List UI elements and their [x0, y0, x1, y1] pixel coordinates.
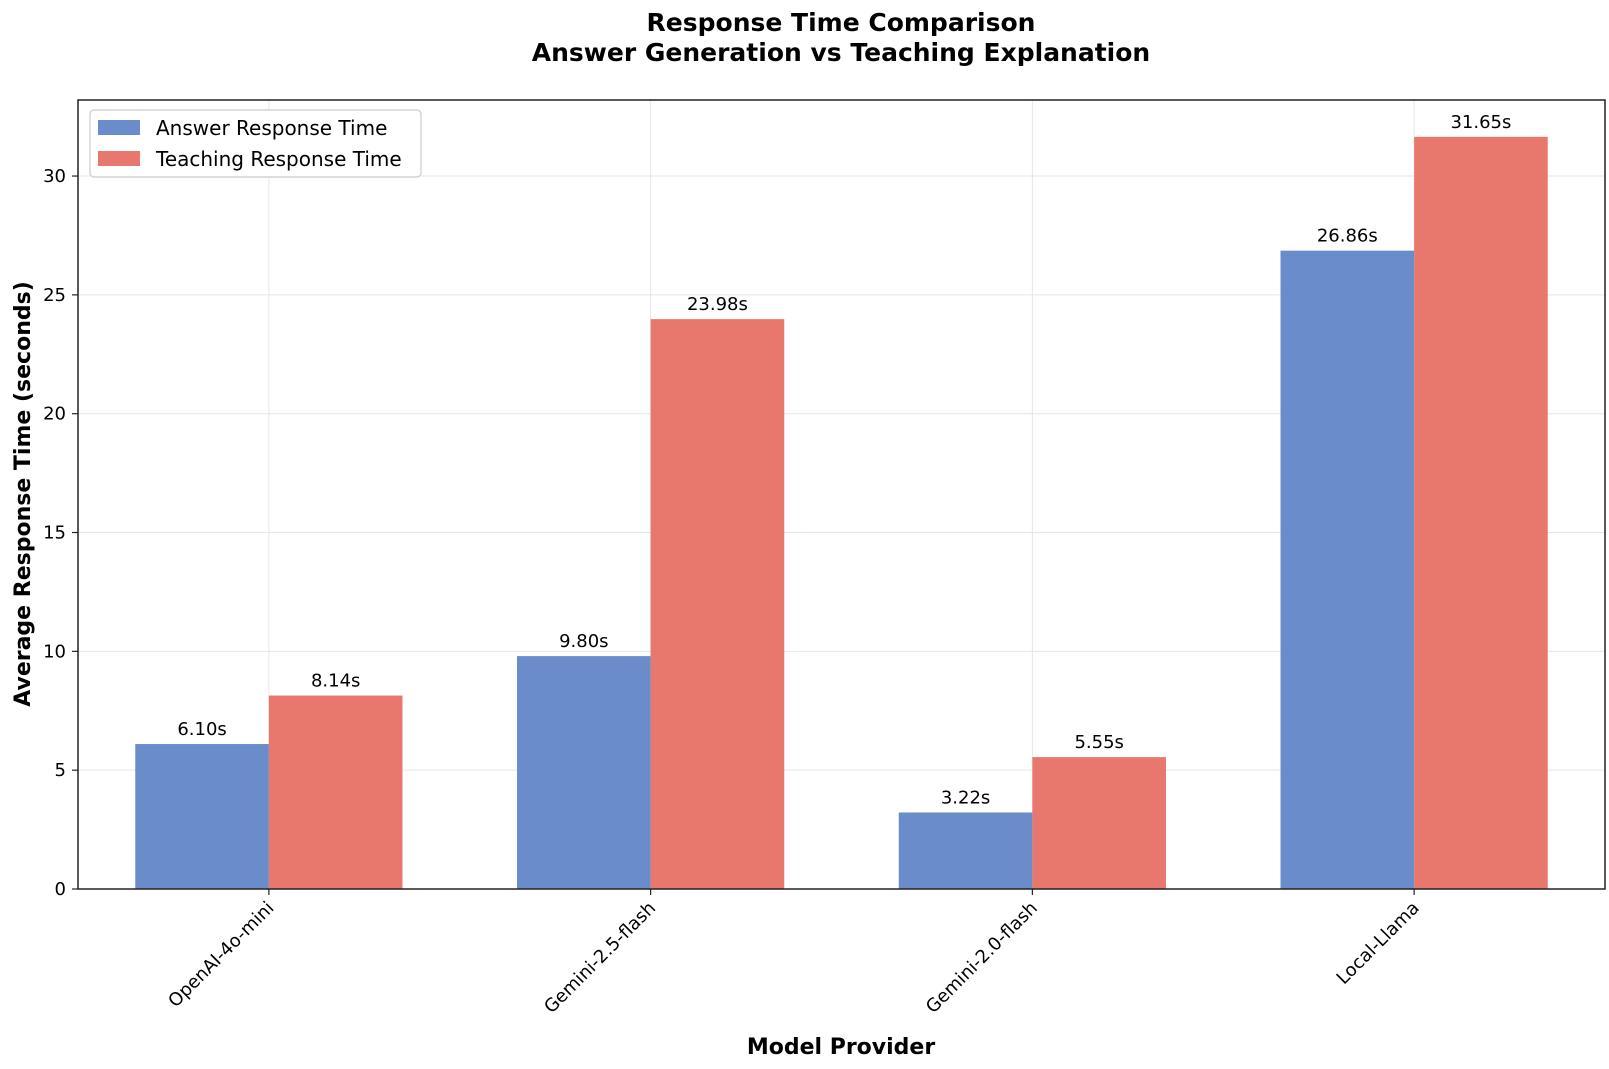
- chart-subtitle: Answer Generation vs Teaching Explanatio…: [532, 38, 1150, 67]
- legend-swatch-teaching: [98, 151, 140, 166]
- data-labels: 6.10s 9.80s 3.22s 26.86s 8.14s 23.98s 5.55s 31.…: [177, 112, 1511, 809]
- plot-frame: [77, 99, 1606, 890]
- data-label-teaching-response-time-local-llama: 31.65s: [1450, 112, 1511, 133]
- bar-teaching-response-time-gemini-2-0-flash: [1032, 757, 1166, 889]
- x-axis-ticks: OpenAI-4o-mini Gemini-2.5-flash Gemini-2.0…: [164, 889, 1424, 1018]
- legend: Answer Response Time Teaching Response T…: [89, 109, 422, 178]
- x-tick-label-gemini-2-0-flash: Gemini-2.0-flash: [922, 898, 1042, 1018]
- y-tick-label: 15: [43, 523, 66, 544]
- bar-answer-response-time-openai-4o-mini: [135, 744, 269, 889]
- y-axis-ticks: 0 5 10 15 20 25 30: [43, 166, 78, 900]
- legend-label-teaching: Teaching Response Time: [155, 147, 402, 171]
- y-tick-label: 25: [43, 285, 66, 306]
- data-label-answer-response-time-gemini-2-0-flash: 3.22s: [941, 787, 990, 808]
- y-tick-label: 5: [55, 760, 66, 781]
- x-tick-label-local-llama: Local-Llama: [1333, 898, 1424, 989]
- bar-teaching-response-time-gemini-2-5-flash: [650, 319, 785, 889]
- data-label-teaching-response-time-gemini-2-0-flash: 5.55s: [1074, 732, 1123, 753]
- bar-answer-response-time-gemini-2-0-flash: [898, 812, 1033, 889]
- data-label-answer-response-time-gemini-2-5-flash: 9.80s: [559, 631, 608, 652]
- data-label-teaching-response-time-openai-4o-mini: 8.14s: [311, 671, 360, 692]
- bar-answer-response-time-gemini-2-5-flash: [517, 656, 651, 889]
- x-tick-label-gemini-2-5-flash: Gemini-2.5-flash: [540, 898, 660, 1018]
- legend-box: [89, 109, 422, 178]
- data-label-answer-response-time-openai-4o-mini: 6.10s: [177, 719, 226, 740]
- legend-label-answer: Answer Response Time: [156, 116, 387, 140]
- x-axis-label: Model Provider: [747, 1035, 936, 1060]
- data-label-teaching-response-time-gemini-2-5-flash: 23.98s: [687, 294, 748, 315]
- bars: [135, 136, 1548, 890]
- y-tick-label: 0: [55, 879, 66, 900]
- y-axis-label: Average Response Time (seconds): [11, 281, 36, 707]
- y-tick-label: 10: [43, 641, 66, 662]
- bar-teaching-response-time-openai-4o-mini: [268, 695, 403, 889]
- y-tick-label: 20: [43, 404, 66, 425]
- bar-answer-response-time-local-llama: [1280, 250, 1415, 890]
- bar-teaching-response-time-local-llama: [1414, 136, 1548, 890]
- y-tick-label: 30: [43, 166, 66, 187]
- legend-swatch-answer: [98, 120, 140, 135]
- x-tick-label-openai-4o-mini: OpenAI-4o-mini: [164, 898, 278, 1012]
- data-label-answer-response-time-local-llama: 26.86s: [1317, 226, 1378, 247]
- chart-title: Response Time Comparison: [647, 8, 1036, 37]
